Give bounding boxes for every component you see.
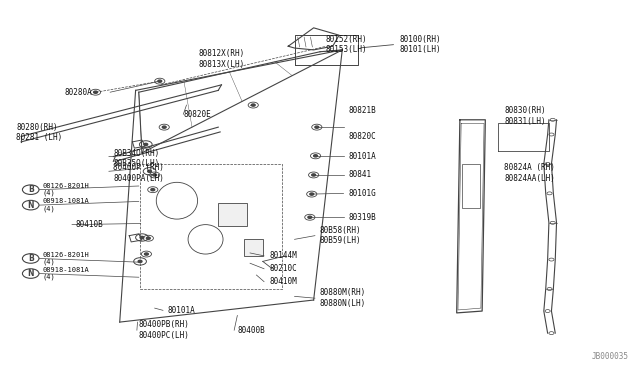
Text: 80B58(RH)
80B59(LH): 80B58(RH) 80B59(LH): [320, 226, 362, 246]
Text: JB000035: JB000035: [591, 352, 628, 361]
Bar: [463, 164, 480, 208]
Text: 80410B: 80410B: [76, 220, 103, 229]
Circle shape: [148, 170, 152, 172]
Circle shape: [312, 174, 316, 176]
Text: B: B: [28, 185, 33, 194]
Text: 80101G: 80101G: [349, 189, 376, 198]
Text: 80400P (RH)
80400PA(LH): 80400P (RH) 80400PA(LH): [113, 163, 164, 183]
Circle shape: [144, 143, 148, 145]
Text: 08918-1081A
(4): 08918-1081A (4): [42, 198, 89, 212]
Text: 80319B: 80319B: [349, 213, 376, 222]
Circle shape: [22, 201, 39, 210]
Text: 80144M: 80144M: [269, 251, 297, 260]
Circle shape: [22, 269, 39, 278]
Circle shape: [158, 80, 162, 82]
Text: 08918-1081A
(4): 08918-1081A (4): [42, 267, 89, 280]
Text: 08126-8201H
(4): 08126-8201H (4): [42, 183, 89, 196]
Text: 80812X(RH)
80813X(LH): 80812X(RH) 80813X(LH): [198, 49, 244, 69]
Circle shape: [93, 91, 97, 93]
Circle shape: [22, 254, 39, 263]
Text: N: N: [28, 269, 34, 278]
Text: 80410M: 80410M: [269, 277, 297, 286]
Text: 80101A: 80101A: [168, 306, 195, 315]
Text: 80B34O(RH)
80B35O(LH): 80B34O(RH) 80B35O(LH): [113, 149, 159, 168]
Text: 80880M(RH)
80880N(LH): 80880M(RH) 80880N(LH): [320, 289, 366, 308]
Circle shape: [145, 253, 148, 255]
Circle shape: [310, 193, 314, 195]
Circle shape: [163, 126, 166, 128]
Text: 80824A (RH)
80824AA(LH): 80824A (RH) 80824AA(LH): [504, 163, 556, 183]
Text: 80152(RH)
80153(LH): 80152(RH) 80153(LH): [325, 35, 367, 54]
Text: B: B: [28, 254, 33, 263]
Circle shape: [151, 189, 155, 191]
Text: 80830(RH)
80831(LH): 80830(RH) 80831(LH): [504, 106, 546, 126]
Circle shape: [147, 237, 150, 239]
Circle shape: [140, 236, 144, 238]
Circle shape: [314, 155, 317, 157]
Text: 80821B: 80821B: [349, 106, 376, 115]
Circle shape: [153, 174, 157, 176]
Text: 80400B: 80400B: [237, 326, 265, 335]
Text: 80841: 80841: [349, 170, 372, 179]
Text: 08126-8201H
(4): 08126-8201H (4): [42, 252, 89, 265]
Text: 80101A: 80101A: [349, 152, 376, 161]
Text: 80280(RH)
80281 (LH): 80280(RH) 80281 (LH): [16, 123, 62, 142]
Text: 80820E: 80820E: [183, 110, 211, 119]
Text: 80400PB(RH)
80400PC(LH): 80400PB(RH) 80400PC(LH): [139, 321, 189, 340]
Circle shape: [315, 126, 319, 128]
Circle shape: [252, 104, 255, 106]
Circle shape: [138, 260, 142, 263]
Text: 80210C: 80210C: [269, 264, 297, 273]
Circle shape: [308, 216, 312, 218]
Text: 80100(RH)
80101(LH): 80100(RH) 80101(LH): [399, 35, 441, 54]
Text: N: N: [28, 201, 34, 210]
Text: 80280A: 80280A: [65, 88, 92, 97]
Bar: [244, 239, 263, 256]
Bar: [218, 202, 247, 227]
Text: 80820C: 80820C: [349, 132, 376, 141]
Circle shape: [22, 185, 39, 195]
